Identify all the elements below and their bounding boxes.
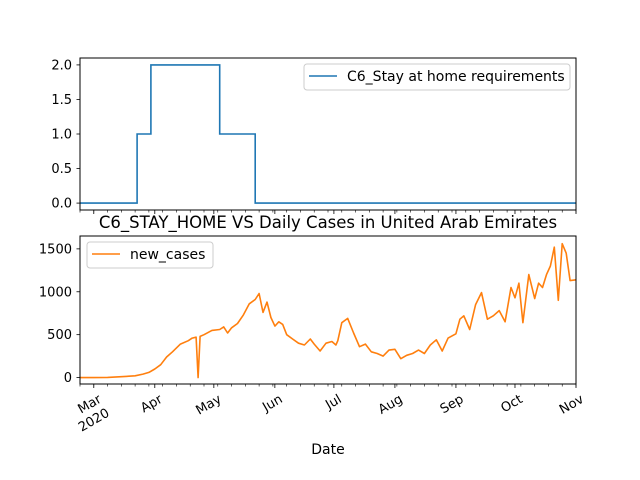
cases-ytick-label: 0 xyxy=(64,371,72,386)
stay-home-series-group xyxy=(80,64,576,204)
cases-chart-title: C6_STAY_HOME VS Daily Cases in United Ar… xyxy=(99,213,557,233)
stay-home-line-0 xyxy=(80,64,576,204)
stay-home-legend-box xyxy=(303,63,571,91)
stay-home-ticks-group: 0.0 0.5 1.0 1.5 2.0 xyxy=(51,58,577,214)
stay-home-ytick-label: 0.0 xyxy=(51,197,72,212)
stay-home-panel: 0.0 0.5 1.0 1.5 2.0 C6_Stay at home requirem… xyxy=(51,57,577,214)
cases-legend: new_cases xyxy=(86,241,214,269)
cases-ytick-label: 1500 xyxy=(39,242,72,257)
x-tick-label: Jul xyxy=(322,392,344,413)
cases-legend-box xyxy=(86,241,214,269)
cases-line-0 xyxy=(80,242,577,379)
stay-home-ytick-label: 1.0 xyxy=(51,128,72,143)
cases-legend-label: new_cases xyxy=(130,247,205,263)
stay-home-legend: C6_Stay at home requirements xyxy=(303,63,571,91)
stay-home-ytick-label: 2.0 xyxy=(51,58,72,73)
cases-ytick-label: 500 xyxy=(47,328,72,343)
stay-home-legend-label: C6_Stay at home requirements xyxy=(347,69,565,85)
stay-home-ytick-label: 1.5 xyxy=(51,93,72,108)
cases-ytick-label: 1000 xyxy=(39,285,72,300)
stay-home-ytick-label: 0.5 xyxy=(51,162,72,177)
cases-series-group xyxy=(80,242,577,379)
x-axis-label: Date xyxy=(311,442,344,458)
